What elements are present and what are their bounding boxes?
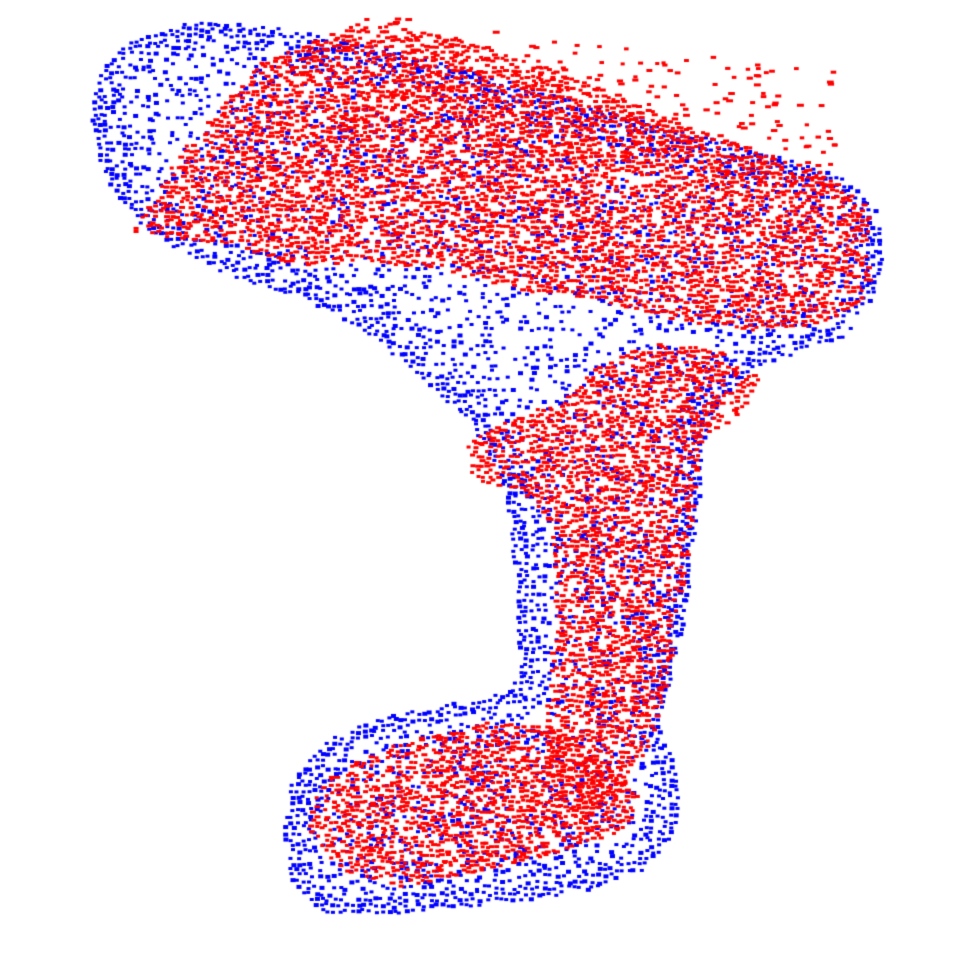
point-cloud-canvas[interactable] (0, 0, 966, 962)
point-cloud-viewport[interactable] (0, 0, 966, 962)
